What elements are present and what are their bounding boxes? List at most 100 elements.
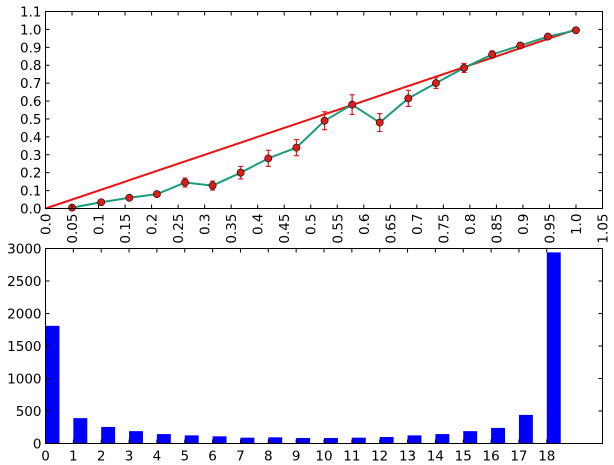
x-tick-label: 0.65 — [383, 214, 399, 244]
x-tick-label: 13 — [399, 449, 416, 465]
data-point-marker — [543, 32, 552, 41]
x-tick-label: 9 — [292, 449, 301, 465]
line-chart-axes: 0.00.10.20.30.40.50.60.70.80.91.01.10.0 0… — [20, 5, 611, 244]
x-tick-label: 17 — [510, 449, 527, 465]
data-point-marker — [320, 116, 329, 125]
bar — [45, 325, 60, 444]
x-tick-label: 0.55 — [330, 214, 346, 244]
data-point-marker — [208, 181, 217, 190]
y-tick-label: 0.0 — [20, 202, 41, 218]
bar — [463, 431, 478, 444]
x-tick-label: 0.4 — [251, 214, 267, 235]
bar — [212, 436, 227, 444]
x-tick-label: 0.6 — [357, 214, 373, 235]
x-tick-label: 1 — [69, 449, 78, 465]
x-tick-label: 0.05 — [65, 214, 81, 244]
bar — [184, 435, 199, 444]
y-tick-label: 1000 — [7, 372, 41, 388]
x-tick-label: 0.7 — [410, 214, 426, 235]
x-tick-label: 0.25 — [171, 214, 187, 244]
x-tick-label: 2 — [97, 449, 106, 465]
bar — [518, 414, 533, 444]
data-point-marker — [375, 118, 384, 127]
x-tick-label: 4 — [153, 449, 162, 465]
bar — [351, 437, 366, 444]
x-tick-label: 18 — [538, 449, 555, 465]
x-tick-label: 0 — [41, 449, 50, 465]
x-tick-label: 0.75 — [436, 214, 452, 244]
line-chart-frame — [45, 11, 603, 209]
bar — [240, 437, 255, 444]
bar — [156, 434, 171, 444]
bar — [296, 437, 311, 444]
x-tick-label: 11 — [343, 449, 360, 465]
data-point-marker — [348, 100, 357, 109]
x-tick-label: 0.15 — [118, 214, 134, 244]
x-tick-label: 0.9 — [516, 214, 532, 235]
y-tick-label: 0.7 — [20, 76, 41, 92]
x-tick-label: 0.0 — [39, 214, 55, 235]
x-tick-label: 0.85 — [489, 214, 505, 244]
data-point-marker — [488, 50, 497, 59]
x-tick-label: 0.3 — [198, 214, 214, 235]
bar — [546, 252, 561, 444]
y-tick-label: 0.2 — [20, 166, 41, 182]
y-tick-label: 0 — [33, 437, 42, 453]
y-tick-label: 2000 — [7, 307, 41, 323]
bar — [129, 431, 143, 444]
bar — [101, 426, 116, 444]
x-tick-label: 1.05 — [596, 214, 612, 244]
data-point-marker — [292, 143, 301, 152]
data-point-marker — [152, 190, 161, 199]
x-tick-label: 6 — [208, 449, 217, 465]
y-tick-label: 1.0 — [20, 22, 41, 38]
y-tick-label: 0.9 — [20, 40, 41, 56]
data-point-marker — [97, 198, 106, 207]
y-tick-label: 0.8 — [20, 58, 41, 74]
x-tick-label: 15 — [455, 449, 472, 465]
bar — [324, 437, 338, 444]
bar — [268, 437, 283, 444]
x-tick-label: 12 — [371, 449, 388, 465]
x-tick-label: 0.8 — [463, 214, 479, 235]
x-tick-label: 0.35 — [224, 214, 240, 244]
data-point-marker — [572, 26, 580, 35]
y-tick-label: 0.4 — [20, 130, 41, 146]
bar — [407, 435, 422, 444]
data-point-marker — [236, 168, 245, 177]
y-tick-label: 2500 — [7, 274, 41, 290]
calibration-line-chart: 0.00.10.20.30.40.50.60.70.80.91.01.10.0 0… — [20, 5, 611, 244]
y-tick-label: 1.1 — [20, 5, 41, 21]
bar-chart-frame — [45, 248, 603, 444]
line-chart-marks — [45, 26, 580, 212]
bar — [491, 427, 506, 444]
data-point-marker — [460, 64, 468, 72]
x-tick-label: 7 — [236, 449, 245, 465]
bar — [73, 418, 88, 444]
bar — [379, 437, 394, 444]
y-tick-label: 0.1 — [20, 184, 41, 200]
bar — [435, 434, 450, 444]
x-tick-label: 1.0 — [569, 214, 585, 235]
x-tick-label: 0.45 — [277, 214, 293, 244]
data-point-marker — [404, 94, 413, 103]
data-point-marker — [125, 193, 134, 202]
data-point-marker — [264, 154, 273, 163]
y-tick-label: 1500 — [7, 339, 41, 355]
data-point-marker — [181, 178, 189, 187]
y-tick-label: 0.5 — [20, 112, 41, 128]
y-tick-label: 0.3 — [20, 148, 41, 164]
y-tick-label: 500 — [16, 404, 42, 420]
x-tick-label: 16 — [483, 449, 500, 465]
x-tick-label: 10 — [315, 449, 332, 465]
x-tick-label: 5 — [180, 449, 189, 465]
y-tick-label: 0.6 — [20, 94, 41, 110]
bar-chart-marks — [45, 252, 561, 444]
x-tick-label: 0.95 — [542, 214, 558, 244]
data-point-marker — [432, 79, 440, 88]
x-tick-label: 14 — [427, 449, 444, 465]
x-tick-label: 0.1 — [92, 214, 108, 235]
